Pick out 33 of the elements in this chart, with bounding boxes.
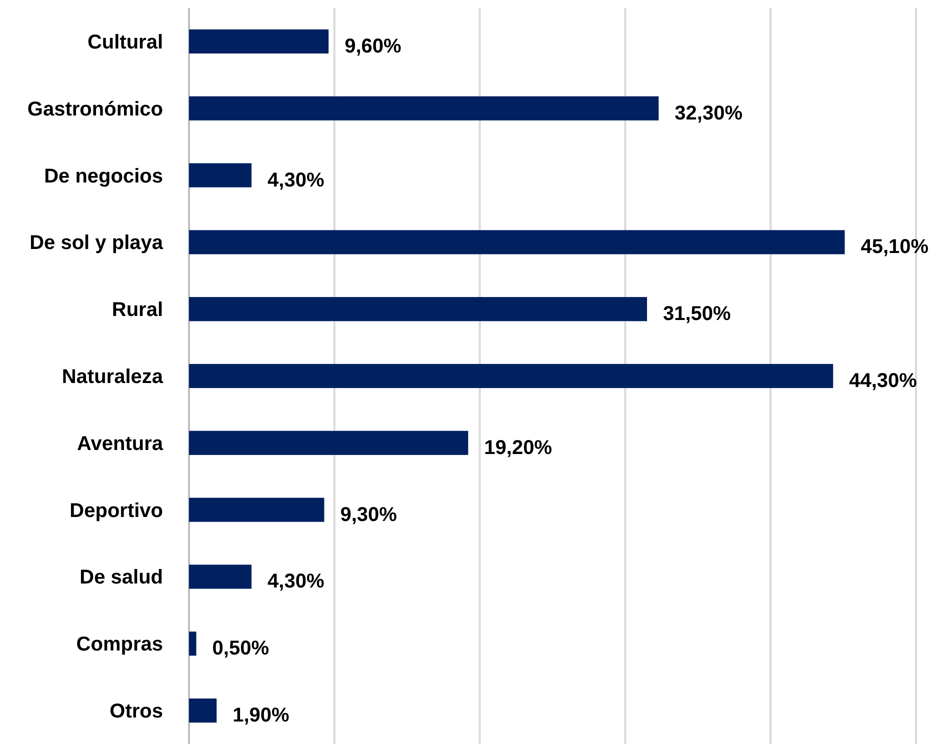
data-label: 31,50%: [663, 303, 732, 326]
data-label: 0,50%: [212, 638, 270, 660]
data-label: 4,30%: [268, 169, 324, 192]
bar: [189, 564, 252, 589]
bar: [189, 364, 834, 388]
data-label: 9,60%: [344, 35, 402, 58]
data-label: 4,30%: [268, 570, 324, 593]
y-tick-label: Deportivo: [70, 500, 163, 522]
y-tick-label: Cultural: [87, 31, 163, 54]
y-tick-label: Gastronómico: [27, 98, 163, 120]
data-label: 44,30%: [849, 370, 918, 392]
y-tick-label: Compras: [76, 634, 163, 656]
y-tick-label: De negocios: [44, 165, 163, 188]
y-tick-label: Rural: [112, 299, 163, 322]
data-label: 32,30%: [674, 102, 743, 124]
bar: [189, 698, 217, 723]
bar: [189, 430, 468, 455]
bar: [189, 297, 648, 322]
data-label: 1,90%: [232, 704, 290, 727]
y-tick-label: De sol y playa: [30, 232, 164, 254]
bar: [189, 230, 845, 254]
data-label: 19,20%: [484, 436, 552, 459]
y-tick-label: Aventura: [77, 432, 164, 455]
bar: [189, 632, 196, 656]
bar: [189, 498, 324, 522]
data-label: 45,10%: [860, 236, 929, 258]
y-tick-label: Naturaleza: [62, 366, 164, 388]
bar: [189, 163, 252, 188]
y-tick-label: De salud: [80, 566, 163, 589]
y-tick-label: Otros: [110, 700, 163, 723]
bar: [189, 29, 329, 54]
data-label: 9,30%: [340, 504, 398, 526]
bar: [189, 96, 659, 120]
